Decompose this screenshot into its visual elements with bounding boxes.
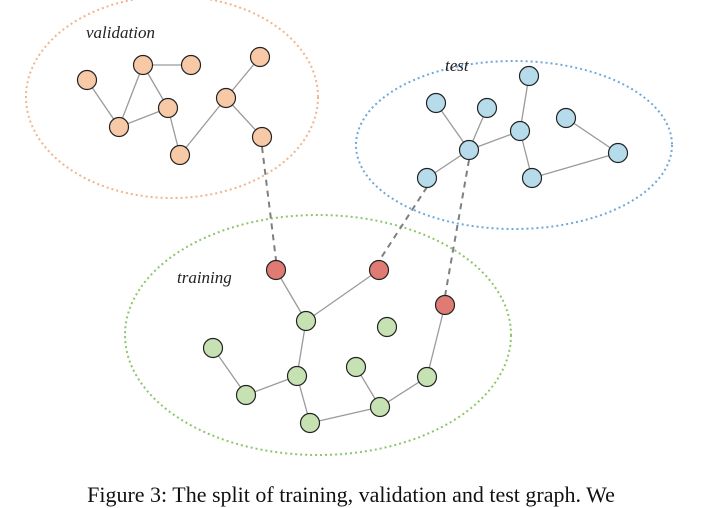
training-node [369, 396, 391, 418]
link-node [368, 259, 390, 281]
validation-node [169, 144, 191, 166]
training-nodes [202, 310, 438, 434]
validation-node [76, 69, 98, 91]
validation-label: validation [86, 23, 155, 42]
validation-node [251, 126, 273, 148]
test-nodes [416, 65, 629, 189]
test-node [509, 120, 531, 142]
training-label: training [177, 268, 232, 287]
link-node [265, 259, 287, 281]
validation-node [157, 97, 179, 119]
training-node [295, 310, 317, 332]
test-node [416, 167, 438, 189]
test-node [476, 97, 498, 119]
training-node [416, 366, 438, 388]
training-node [299, 412, 321, 434]
test-node [425, 92, 447, 114]
training-node [286, 365, 308, 387]
training-node [235, 384, 257, 406]
training-node [345, 356, 367, 378]
test-node [607, 142, 629, 164]
training-node [202, 337, 224, 359]
test-label: test [445, 56, 470, 75]
training-region [124, 214, 512, 456]
test-node [458, 139, 480, 161]
validation-region [25, 0, 319, 199]
link-validation-training [261, 146, 277, 261]
test-node [555, 107, 577, 129]
test-node [521, 167, 543, 189]
link-test-training-2 [444, 159, 470, 297]
validation-nodes [76, 46, 273, 166]
validation-node [132, 54, 154, 76]
link-test-training-1 [378, 186, 428, 262]
training-node [376, 316, 398, 338]
link-nodes [265, 259, 456, 316]
test-region [355, 60, 673, 230]
figure-caption: Figure 3: The split of training, validat… [87, 482, 615, 507]
validation-node [249, 46, 271, 68]
link-node [434, 294, 456, 316]
test-node [518, 65, 540, 87]
cross-region-links [261, 146, 470, 297]
validation-node [108, 116, 130, 138]
validation-node [215, 87, 237, 109]
validation-node [180, 54, 202, 76]
